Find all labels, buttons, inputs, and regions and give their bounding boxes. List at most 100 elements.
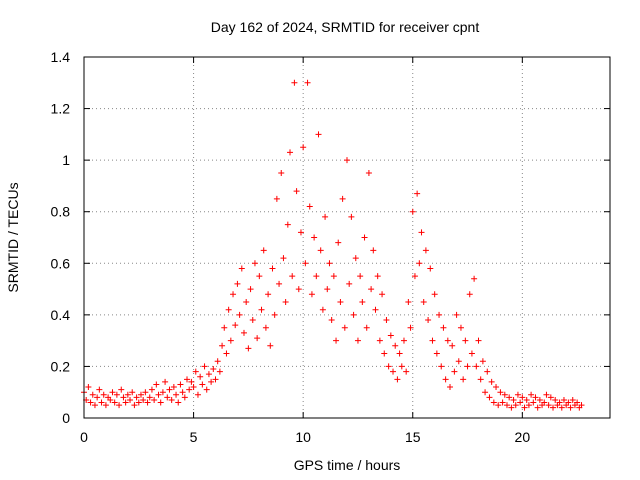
- data-point: [122, 399, 129, 406]
- data-point: [374, 273, 381, 280]
- data-point: [184, 376, 191, 383]
- data-point: [205, 371, 212, 378]
- data-point: [212, 376, 219, 383]
- data-point: [545, 402, 552, 409]
- data-point: [499, 399, 506, 406]
- data-point: [381, 350, 388, 357]
- data-point: [311, 234, 318, 241]
- data-point: [137, 391, 144, 398]
- data-point: [475, 337, 482, 344]
- data-point: [166, 386, 173, 393]
- data-point: [170, 384, 177, 391]
- grid: [84, 57, 610, 418]
- data-point: [148, 386, 155, 393]
- data-point: [560, 396, 567, 403]
- data-point: [411, 273, 418, 280]
- axis-ticks: 0 5 10 15 20 0 0.2 0.4 0.6 0.8 1 1.2 1.4: [51, 49, 610, 445]
- data-point: [385, 363, 392, 370]
- data-point: [91, 402, 98, 409]
- data-point: [337, 298, 344, 305]
- data-point: [466, 291, 473, 298]
- data-point: [346, 280, 353, 287]
- data-point: [422, 247, 429, 254]
- data-point: [304, 79, 311, 86]
- data-point: [249, 317, 256, 324]
- x-tick-label: 15: [405, 429, 421, 445]
- y-tick-label: 0.6: [51, 255, 71, 271]
- data-point: [425, 317, 432, 324]
- data-point: [556, 399, 563, 406]
- data-point: [352, 255, 359, 262]
- data-point: [142, 389, 149, 396]
- data-point: [208, 378, 215, 385]
- data-point: [442, 376, 449, 383]
- data-point: [240, 329, 247, 336]
- data-point: [436, 311, 443, 318]
- data-point: [365, 170, 372, 177]
- data-point: [528, 391, 535, 398]
- data-point: [89, 391, 96, 398]
- data-point: [155, 391, 162, 398]
- data-point: [190, 384, 197, 391]
- data-point: [427, 265, 434, 272]
- y-tick-label: 1.4: [51, 49, 71, 65]
- data-point: [536, 396, 543, 403]
- data-point: [506, 394, 513, 401]
- data-point: [322, 213, 329, 220]
- data-point: [574, 399, 581, 406]
- data-point: [177, 381, 184, 388]
- data-point: [269, 265, 276, 272]
- data-point: [135, 399, 142, 406]
- data-point: [262, 324, 269, 331]
- data-point: [324, 286, 331, 293]
- data-point: [567, 404, 574, 411]
- data-point: [214, 358, 221, 365]
- x-tick-label: 20: [515, 429, 531, 445]
- data-point: [203, 386, 210, 393]
- data-point: [168, 396, 175, 403]
- data-point: [251, 260, 258, 267]
- data-point: [503, 402, 510, 409]
- data-point: [118, 386, 125, 393]
- data-point: [98, 399, 105, 406]
- data-point: [525, 402, 532, 409]
- data-point: [451, 368, 458, 375]
- data-point: [407, 324, 414, 331]
- data-point: [201, 363, 208, 370]
- data-point: [181, 394, 188, 401]
- data-point: [376, 337, 383, 344]
- data-point: [186, 386, 193, 393]
- chart-title: Day 162 of 2024, SRMTID for receiver cpn…: [211, 19, 480, 35]
- data-point: [116, 402, 123, 409]
- data-point: [129, 389, 136, 396]
- data-point: [120, 394, 127, 401]
- data-point: [357, 273, 364, 280]
- x-tick-label: 10: [295, 429, 311, 445]
- data-point: [267, 342, 274, 349]
- data-point: [438, 363, 445, 370]
- data-point: [109, 389, 116, 396]
- data-point: [153, 381, 160, 388]
- data-point: [344, 157, 350, 164]
- data-point: [234, 280, 241, 287]
- data-point: [192, 368, 199, 375]
- data-point: [317, 247, 324, 254]
- data-point: [291, 79, 298, 86]
- data-point: [370, 247, 377, 254]
- data-point: [477, 376, 484, 383]
- data-point: [247, 286, 254, 293]
- data-point: [339, 195, 346, 202]
- data-point: [94, 394, 101, 401]
- y-tick-label: 0.4: [51, 307, 71, 323]
- data-point: [447, 384, 454, 391]
- data-point: [462, 337, 469, 344]
- data-point: [493, 384, 500, 391]
- y-tick-label: 0.8: [51, 204, 71, 220]
- data-point: [394, 376, 401, 383]
- data-point: [175, 399, 182, 406]
- data-point: [396, 350, 403, 357]
- data-point: [271, 311, 278, 318]
- data-point: [188, 378, 195, 385]
- data-point: [414, 190, 421, 197]
- data-point: [523, 396, 530, 403]
